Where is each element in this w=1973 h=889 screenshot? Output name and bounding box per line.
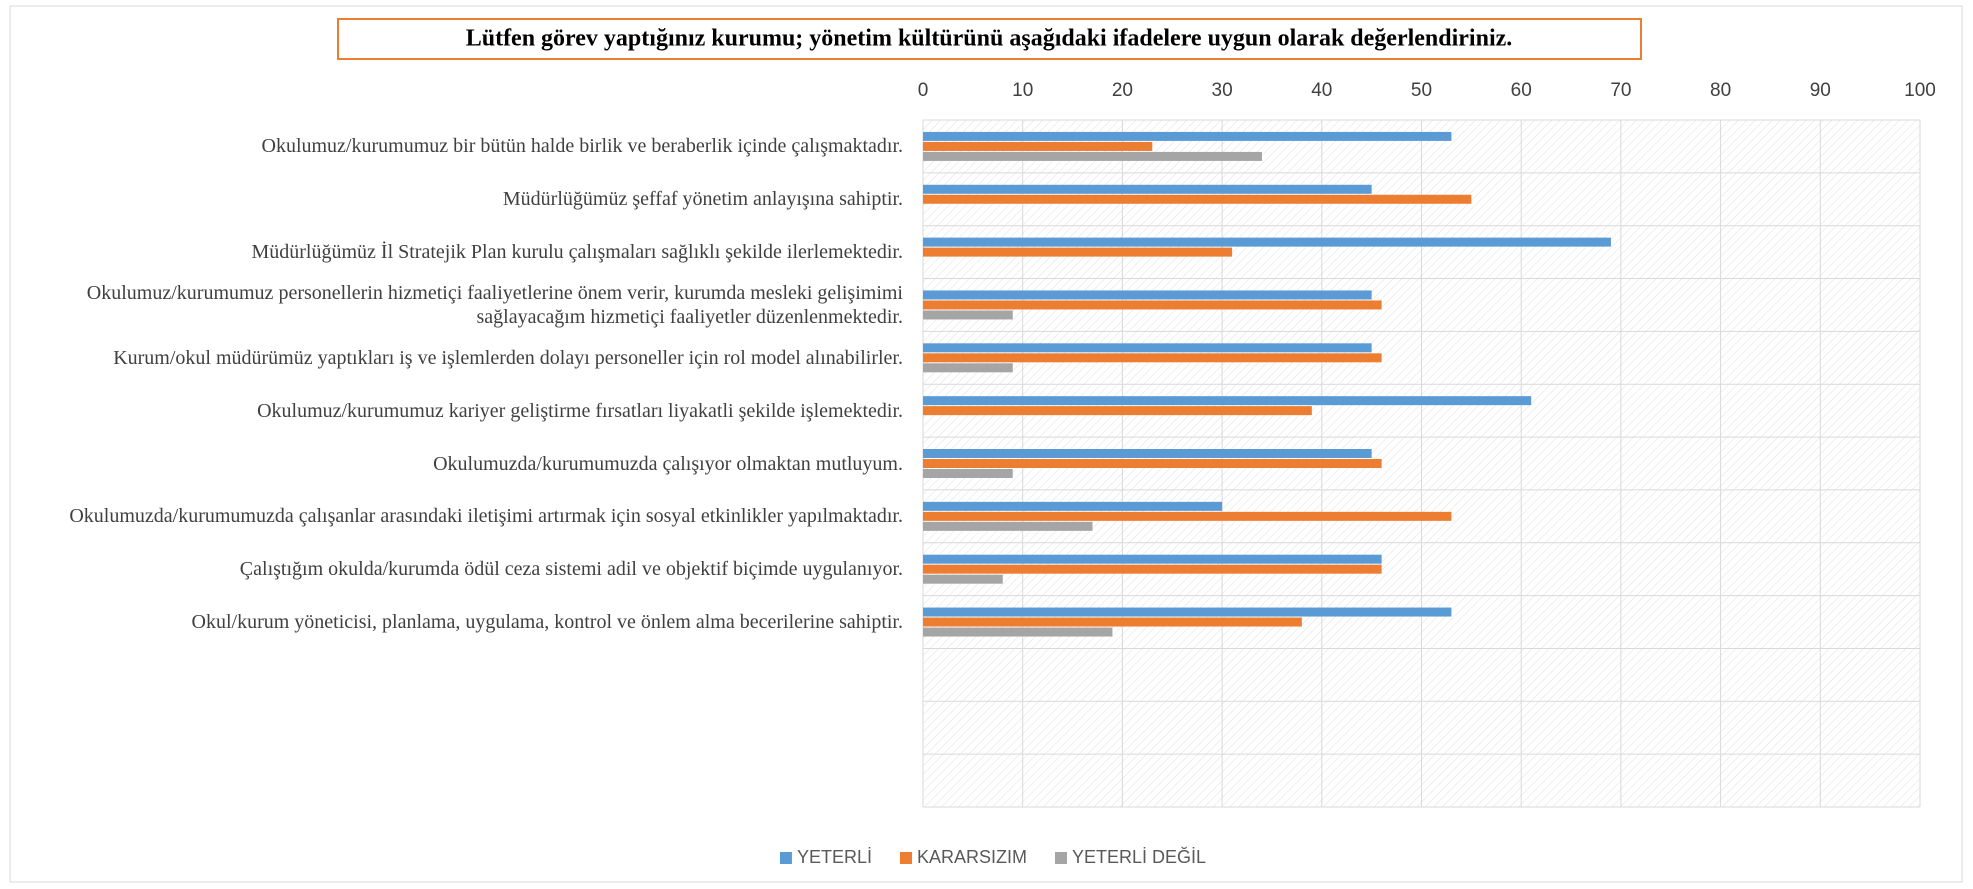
x-tick-label: 90 xyxy=(1810,80,1831,101)
bar xyxy=(923,151,1262,161)
bar xyxy=(923,184,1372,194)
bar xyxy=(923,501,1223,511)
y-tick-label: Kurum/okul müdürümüz yaptıkları iş ve iş… xyxy=(113,346,903,369)
y-tick-label: Çalıştığım okulda/kurumda ödül ceza sist… xyxy=(239,558,903,581)
y-tick-label: Okulumuz/kurumumuz kariyer geliştirme fı… xyxy=(257,399,903,422)
x-tick-label: 0 xyxy=(918,80,929,101)
legend-label: KARARSIZIM xyxy=(917,847,1027,867)
bar xyxy=(923,574,1003,584)
bar xyxy=(923,247,1233,257)
legend-swatch xyxy=(899,852,912,864)
bar xyxy=(923,459,1382,468)
bar xyxy=(923,290,1372,300)
y-tick-label: Okulumuz/kurumumuz bir bütün halde birli… xyxy=(261,135,904,158)
legend-swatch xyxy=(779,852,792,864)
bar xyxy=(923,343,1372,353)
legend-label: YETERLİ DEĞİL xyxy=(1072,846,1206,867)
bar xyxy=(923,617,1302,627)
bar xyxy=(923,237,1611,247)
bar xyxy=(923,554,1382,564)
x-tick-label: 60 xyxy=(1511,80,1532,101)
chart-title: Lütfen görev yaptığınız kurumu; yönetim … xyxy=(466,26,1513,52)
y-tick-label: Müdürlüğümüz İl Stratejik Plan kurulu ça… xyxy=(251,241,903,264)
y-tick-label: Okulumuzda/kurumumuzda çalışanlar arasın… xyxy=(69,505,903,528)
bar xyxy=(923,300,1382,310)
bar xyxy=(923,396,1532,406)
bar xyxy=(923,449,1372,458)
bar xyxy=(923,141,1153,151)
bar xyxy=(923,310,1013,320)
x-tick-label: 50 xyxy=(1411,80,1432,101)
x-tick-label: 10 xyxy=(1012,80,1033,101)
bar xyxy=(923,353,1382,363)
title-box xyxy=(337,18,1642,60)
bar xyxy=(923,511,1452,521)
x-tick-label: 40 xyxy=(1311,80,1332,101)
legend-swatch xyxy=(1055,852,1067,864)
bar xyxy=(923,194,1472,204)
x-tick-label: 80 xyxy=(1710,80,1731,101)
y-tick-label: Müdürlüğümüz şeffaf yönetim anlayışına s… xyxy=(502,188,903,211)
bar xyxy=(923,607,1452,617)
bar xyxy=(923,521,1093,531)
x-tick-label: 30 xyxy=(1212,80,1233,101)
legend-label: YETERLİ xyxy=(797,847,872,867)
bar xyxy=(923,469,1013,478)
x-tick-label: 20 xyxy=(1112,80,1133,101)
bar xyxy=(923,564,1382,574)
bar xyxy=(923,406,1312,416)
y-tick-label: Okul/kurum yöneticisi, planlama, uygulam… xyxy=(191,611,903,634)
y-tick-label: Okulumuz/kurumumuz personellerin hizmeti… xyxy=(86,281,903,328)
bar xyxy=(923,363,1013,373)
bar xyxy=(923,627,1113,637)
bar xyxy=(923,131,1452,141)
y-tick-label: Okulumuzda/kurumumuzda çalışıyor olmakta… xyxy=(433,452,903,475)
x-tick-label: 100 xyxy=(1904,80,1936,101)
x-tick-label: 70 xyxy=(1610,80,1631,101)
